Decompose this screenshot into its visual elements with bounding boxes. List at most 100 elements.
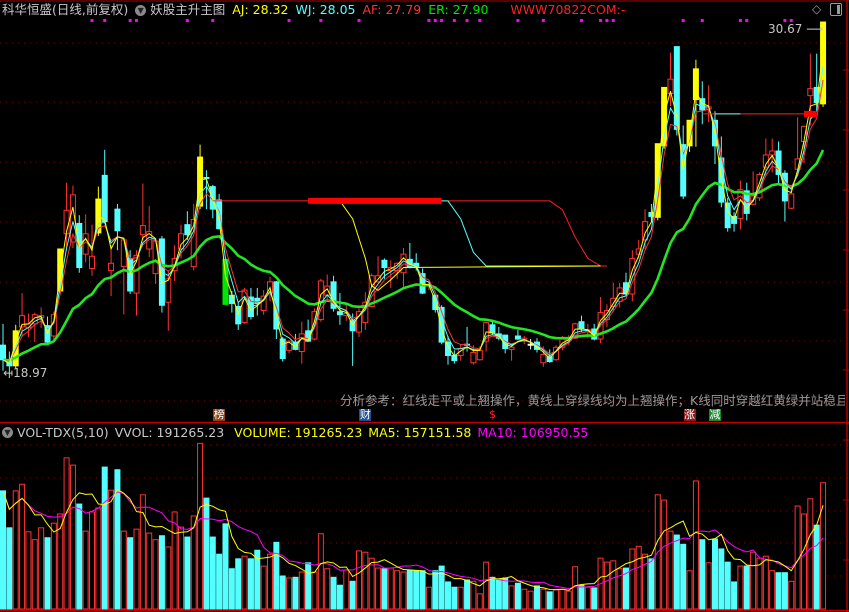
- volume-bar: [661, 499, 668, 610]
- event-marker[interactable]: $: [488, 409, 496, 421]
- indicator-name[interactable]: 妖股主升主图: [150, 2, 226, 17]
- volume-bar: [794, 505, 801, 610]
- volume-bar: [553, 589, 560, 610]
- candle-body: [572, 323, 579, 339]
- volume-bar: [622, 567, 629, 610]
- volume-bar: [603, 561, 610, 610]
- volume-bar: [146, 532, 153, 610]
- event-marker[interactable]: 涨: [683, 409, 696, 421]
- volume-indicator-name[interactable]: VOL-TDX(5,10): [17, 425, 109, 440]
- volume-bar: [788, 580, 795, 610]
- event-marker[interactable]: 榜: [213, 409, 226, 421]
- volume-bar: [197, 442, 204, 610]
- volume-bar: [635, 545, 642, 610]
- volume-value: VOLUME: 191265.23: [234, 425, 363, 440]
- volume-bar: [680, 543, 687, 610]
- low-price-label: ↤18.97: [3, 367, 47, 380]
- volume-bar: [533, 585, 540, 610]
- volume-bar: [273, 541, 280, 610]
- volume-bar: [483, 561, 490, 610]
- candle-body: [108, 262, 115, 272]
- volume-bar: [82, 530, 89, 610]
- signal-dot: [789, 19, 793, 22]
- candle-body: [616, 287, 623, 302]
- candle-body: [114, 208, 121, 232]
- dropdown-circle-icon[interactable]: ▼: [135, 4, 147, 16]
- signal-dot: [90, 19, 94, 22]
- candle-body: [12, 330, 19, 367]
- volume-bar: [133, 528, 140, 610]
- candle-body: [756, 173, 763, 199]
- vvol-value: VVOL: 191265.23: [114, 425, 225, 440]
- volume-bar: [95, 507, 102, 610]
- candle-body: [642, 221, 649, 241]
- volume-bar: [724, 561, 731, 610]
- aj-yellow-line: [2, 49, 824, 365]
- ma5-value: MA5: 157151.58: [368, 425, 472, 440]
- candle-body: [775, 150, 782, 175]
- event-marker[interactable]: 减: [708, 409, 721, 421]
- volume-bar: [438, 565, 445, 610]
- candle-body: [820, 21, 827, 105]
- volume-bar: [279, 575, 286, 610]
- volume-bar: [69, 464, 76, 610]
- volume-bar: [444, 581, 451, 610]
- volume-bar: [781, 572, 788, 610]
- candle-body: [139, 225, 146, 236]
- volume-bar: [762, 555, 769, 610]
- candle-body: [673, 46, 680, 130]
- candle-body: [489, 324, 496, 334]
- volume-bar: [616, 568, 623, 610]
- volume-bar: [292, 576, 299, 610]
- stock-title: 科华恒盛(日线,前复权): [2, 2, 129, 17]
- candle-body: [330, 281, 337, 309]
- indicator-value-aj: AJ: 28.32: [232, 2, 289, 17]
- event-marker[interactable]: 财: [359, 409, 372, 421]
- signal-dot: [605, 19, 609, 22]
- volume-bar: [642, 553, 649, 610]
- volume-bar: [171, 511, 178, 610]
- signal-dot: [287, 19, 291, 22]
- candle-body: [177, 233, 184, 250]
- er-green-line: [2, 149, 825, 362]
- candle-body: [355, 311, 362, 333]
- volume-bar: [502, 577, 509, 610]
- candle-body: [286, 340, 293, 351]
- dropdown-circle-icon[interactable]: ▼: [2, 427, 13, 438]
- signal-dot: [611, 19, 615, 22]
- candle-body: [254, 297, 261, 304]
- volume-bar: [235, 558, 242, 610]
- volume-bar: [476, 593, 483, 610]
- volume-bar: [400, 571, 407, 610]
- volume-bar: [705, 562, 712, 610]
- indicator-value-www: WWW70822COM:-: [510, 2, 626, 17]
- signal-dot: [103, 19, 107, 22]
- volume-bar: [699, 539, 706, 610]
- signal-dot: [681, 19, 685, 22]
- signal-dot: [440, 19, 444, 22]
- diamond-icon[interactable]: ◇: [812, 2, 822, 16]
- candle-body: [546, 356, 553, 363]
- candle-body: [381, 259, 388, 269]
- volume-bar: [775, 572, 782, 610]
- volume-bar: [31, 539, 38, 610]
- candle-body: [203, 176, 210, 179]
- volume-bar: [546, 591, 553, 610]
- volume-bar: [769, 570, 776, 610]
- volume-bar: [44, 537, 51, 610]
- candle-body: [336, 311, 343, 316]
- signal-dot: [319, 19, 323, 22]
- panel-toggle-icon[interactable]: [830, 3, 842, 16]
- volume-bar: [419, 570, 426, 610]
- volume-bar: [820, 482, 827, 610]
- indicator-value-wj: WJ: 28.05: [295, 2, 356, 17]
- volume-bar: [247, 558, 254, 610]
- volume-bar: [76, 503, 83, 610]
- candle-body: [514, 335, 521, 340]
- signal-dot: [599, 19, 603, 22]
- ma10-value: MA10: 106950.55: [477, 425, 589, 440]
- volume-bar: [610, 560, 617, 610]
- volume-bar: [495, 578, 502, 610]
- volume-bar: [591, 587, 598, 610]
